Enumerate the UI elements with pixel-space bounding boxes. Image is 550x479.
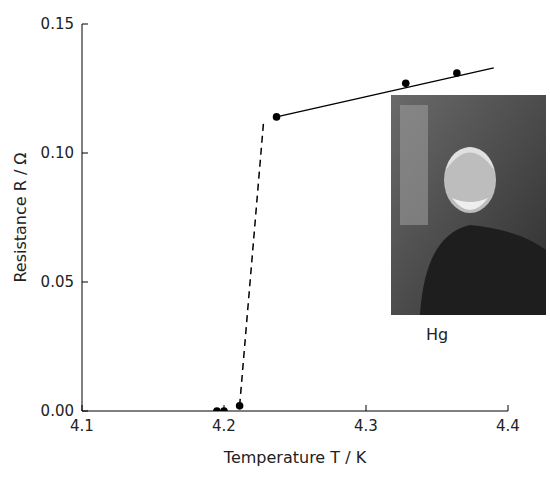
y-tick-label: 0.00 [41, 402, 74, 420]
photo-beard [452, 198, 488, 210]
y-tick [82, 282, 88, 283]
y-tick [82, 153, 88, 154]
y-tick [82, 24, 88, 25]
photo-body [420, 225, 546, 315]
x-tick [508, 405, 509, 411]
photo-frame [391, 95, 546, 315]
x-tick [82, 405, 83, 411]
x-axis-line [82, 411, 508, 412]
y-tick-label: 0.05 [41, 273, 74, 291]
axes: 4.14.24.34.40.000.050.100.15 [41, 15, 520, 435]
plot-marks [213, 68, 494, 411]
data-point [213, 407, 221, 411]
dashed-line [240, 119, 264, 405]
data-point [220, 407, 228, 411]
data-point [402, 80, 410, 88]
y-axis-line [82, 24, 83, 411]
photo-background [400, 105, 428, 225]
x-axis-title: Temperature T / K [223, 448, 367, 467]
annotation: Hg [426, 325, 448, 344]
fit-line [277, 68, 494, 117]
photo-hair [446, 147, 494, 170]
chart: 4.14.24.34.40.000.050.100.15Temperature … [0, 0, 550, 479]
y-tick [82, 411, 88, 412]
y-axis-title: Resistance R / Ω [11, 152, 30, 282]
photo-inset [391, 95, 546, 315]
photo-face [444, 147, 496, 213]
x-tick [366, 405, 367, 411]
y-tick-label: 0.10 [41, 144, 74, 162]
x-tick-label: 4.3 [354, 417, 378, 435]
x-tick-label: 4.2 [212, 417, 236, 435]
y-tick-label: 0.15 [41, 15, 74, 33]
x-tick-label: 4.4 [496, 417, 520, 435]
